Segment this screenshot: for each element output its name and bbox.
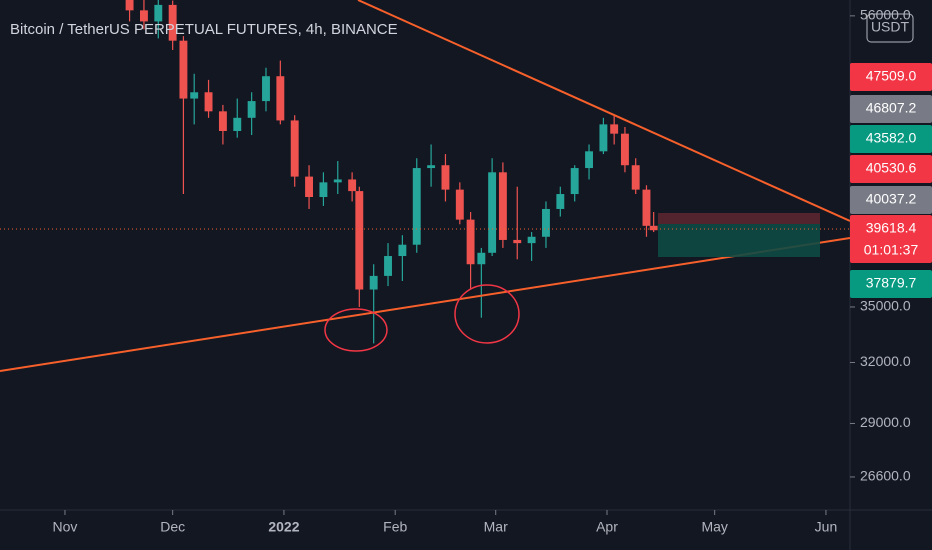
x-tick-label: Apr xyxy=(596,519,618,535)
y-tick-label: 32000.0 xyxy=(860,353,911,369)
candle-body xyxy=(649,225,658,231)
candle-body xyxy=(620,133,629,166)
candle-body xyxy=(384,256,392,276)
candle-body xyxy=(233,117,242,131)
price-label-box xyxy=(850,155,932,183)
candle-body xyxy=(441,165,450,190)
price-label-box xyxy=(850,63,932,91)
candle-body xyxy=(556,194,565,209)
candle-body xyxy=(631,165,640,190)
price-label: 40530.6 xyxy=(866,160,917,176)
x-tick-label: Feb xyxy=(383,519,407,535)
candle-body xyxy=(466,219,475,265)
candle-body xyxy=(218,111,227,131)
candle-body xyxy=(527,236,536,244)
candle-body xyxy=(333,179,342,183)
candle-body xyxy=(204,92,213,112)
candle-body xyxy=(455,189,464,220)
chart-title: Bitcoin / TetherUS PERPETUAL FUTURES, 4h… xyxy=(10,21,398,38)
candle-body xyxy=(348,179,357,192)
x-tick-label: 2022 xyxy=(268,519,299,535)
candle-body xyxy=(290,120,299,177)
x-tick-label: Nov xyxy=(53,519,78,535)
price-label: 47509.0 xyxy=(866,68,917,84)
currency-label[interactable]: USDT xyxy=(871,19,910,35)
candle-body xyxy=(319,182,328,197)
trend-line xyxy=(0,237,850,372)
x-tick-label: May xyxy=(701,519,727,535)
price-label: 43582.0 xyxy=(866,130,917,146)
x-tick-label: Dec xyxy=(160,519,185,535)
candle-body xyxy=(276,76,285,121)
candle-body xyxy=(305,176,314,197)
candle-body xyxy=(168,4,177,41)
countdown: 01:01:37 xyxy=(864,242,919,258)
candle-body xyxy=(412,168,421,245)
price-label-box xyxy=(850,270,932,298)
candle-body xyxy=(125,0,134,11)
y-tick-label: 35000.0 xyxy=(860,298,911,314)
candle-body xyxy=(570,168,579,195)
candle-body xyxy=(398,244,407,257)
candle-body xyxy=(642,189,651,226)
candle-body xyxy=(610,124,619,134)
drawings xyxy=(0,0,850,372)
candle-body xyxy=(139,10,148,22)
price-label: 37879.7 xyxy=(866,275,917,291)
candle-body xyxy=(585,151,593,169)
y-tick-label: 29000.0 xyxy=(860,414,911,430)
circle-annotation xyxy=(324,308,388,352)
y-tick-label: 26600.0 xyxy=(860,468,911,484)
x-tick-label: Jun xyxy=(815,519,838,535)
price-label-box xyxy=(850,125,932,153)
price-label: 40037.2 xyxy=(866,191,917,207)
candle-body xyxy=(488,172,497,253)
candle-body xyxy=(599,124,608,152)
candle-body xyxy=(154,4,163,22)
price-label-box xyxy=(850,215,932,263)
candle-body xyxy=(247,101,256,118)
candle-body xyxy=(262,76,270,102)
target-zone xyxy=(658,224,820,257)
candle-body xyxy=(477,252,486,265)
candle-body xyxy=(179,40,188,99)
candle-body xyxy=(542,208,550,237)
candles xyxy=(125,0,658,344)
trend-line xyxy=(357,0,850,222)
candle-body xyxy=(513,239,522,244)
price-label-box xyxy=(850,186,932,214)
x-tick-label: Mar xyxy=(484,519,508,535)
candle-body xyxy=(355,191,364,290)
candle-body xyxy=(498,172,507,240)
price-label: 39618.4 xyxy=(866,220,917,236)
candle-body xyxy=(190,92,199,99)
candle-body xyxy=(427,165,436,169)
price-label-box xyxy=(850,95,932,123)
stop-zone xyxy=(658,213,820,224)
price-label: 46807.2 xyxy=(866,100,917,116)
y-tick-label: 56000.0 xyxy=(860,7,911,23)
currency-button[interactable] xyxy=(866,13,914,43)
circle-annotation xyxy=(454,284,520,344)
candle-body xyxy=(369,275,378,290)
